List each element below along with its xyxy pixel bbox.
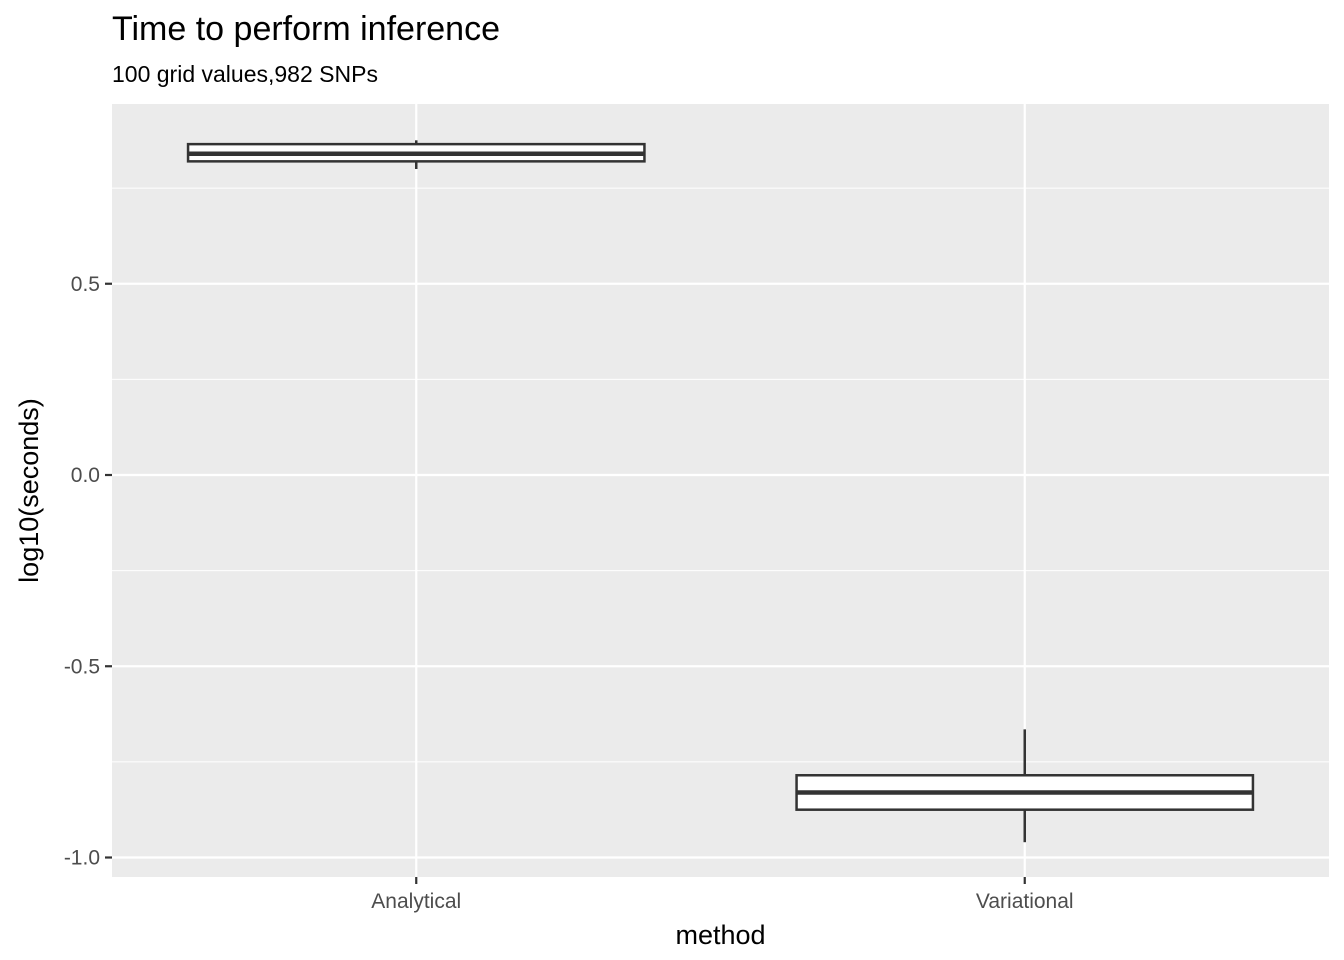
chart-title: Time to perform inference: [112, 10, 500, 48]
x-tick-label: Variational: [976, 890, 1074, 913]
y-tick-label: 0.5: [71, 273, 100, 296]
minor-gridlines: [112, 187, 1329, 763]
y-axis: -1.0 -0.5 0.0 0.5: [64, 273, 112, 870]
y-tick-label: -0.5: [64, 655, 100, 678]
y-axis-title: log10(seconds): [14, 398, 44, 583]
x-tick-label: Analytical: [371, 890, 461, 913]
boxes-layer: [186, 140, 1255, 843]
plot-panel: [112, 104, 1329, 877]
chart-subtitle: 100 grid values,982 SNPs: [112, 61, 378, 87]
y-tick-label: 0.0: [71, 464, 100, 487]
y-tick-label: -1.0: [64, 847, 100, 870]
x-axis: Analytical Variational: [371, 877, 1074, 913]
box-variational: [795, 729, 1255, 843]
major-gridlines: [112, 104, 1329, 877]
box-analytical: [186, 140, 646, 169]
x-axis-title: method: [675, 920, 765, 950]
